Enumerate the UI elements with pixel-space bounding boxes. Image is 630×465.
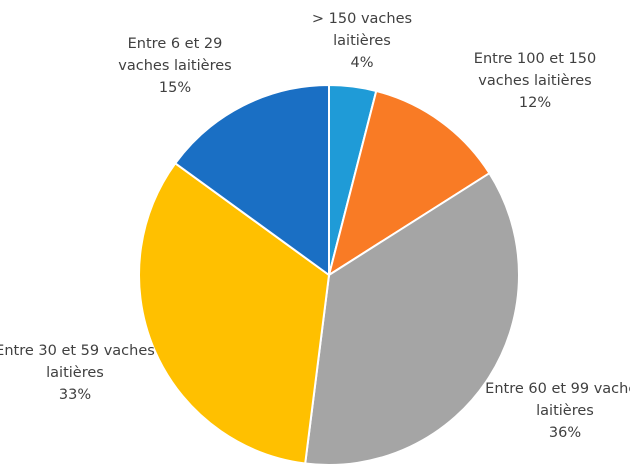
category-label: Entre 100 et 150 vaches laitières: [473, 51, 597, 89]
category-label: Entre 30 et 59 vaches laitières: [0, 343, 155, 381]
data-label: Entre 6 et 29 vaches laitières 15%: [105, 33, 245, 99]
data-label: Entre 100 et 150 vaches laitières 12%: [455, 48, 615, 114]
data-label: Entre 60 et 99 vaches laitières 36%: [485, 378, 630, 444]
slice: [173, 83, 330, 277]
data-label: > 150 vaches laitières 4%: [297, 8, 427, 74]
slice: [327, 89, 491, 278]
slice: [304, 171, 520, 465]
value-label: 33%: [58, 387, 92, 403]
category-label: Entre 60 et 99 vaches laitières: [485, 381, 630, 419]
value-label: 15%: [158, 80, 192, 96]
data-label: Entre 30 et 59 vaches laitières 33%: [0, 340, 155, 406]
category-label: > 150 vaches laitières: [311, 11, 413, 49]
value-label: 36%: [548, 425, 582, 441]
value-label: 4%: [350, 55, 374, 71]
category-label: Entre 6 et 29 vaches laitières: [118, 36, 232, 74]
value-label: 12%: [518, 95, 552, 111]
slice: [138, 161, 331, 465]
